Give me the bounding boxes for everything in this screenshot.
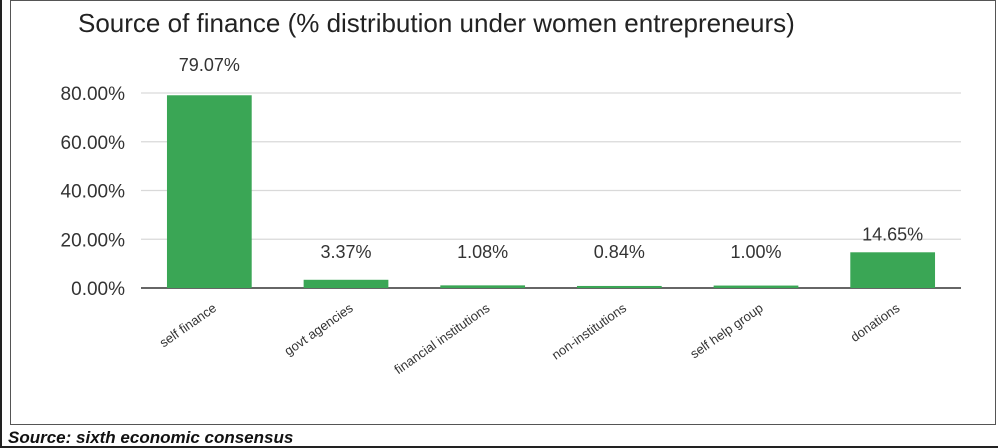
y-tick-label: 40.00% xyxy=(61,182,126,203)
bar xyxy=(576,285,662,288)
y-tick-label: 60.00% xyxy=(61,133,126,154)
x-tick-label: self finance xyxy=(157,300,219,350)
bar-chart: Source of finance (% distribution under … xyxy=(61,8,961,377)
data-label: 79.07% xyxy=(179,55,240,75)
data-label: 1.00% xyxy=(730,242,781,262)
y-tick-label: 20.00% xyxy=(61,230,126,251)
x-tick-label: govt agencies xyxy=(281,300,356,359)
bar xyxy=(440,285,526,288)
chart-container: Source of finance (% distribution under … xyxy=(10,0,996,425)
chart-title: Source of finance (% distribution under … xyxy=(78,8,795,38)
bar xyxy=(713,285,799,288)
source-note: Source: sixth economic consensus xyxy=(8,428,294,447)
bar xyxy=(850,252,936,288)
bar xyxy=(166,95,252,288)
y-tick-label: 80.00% xyxy=(61,84,126,105)
y-tick-label: 0.00% xyxy=(71,279,125,300)
data-label: 14.65% xyxy=(862,224,923,244)
x-tick-label: financial institutions xyxy=(391,300,492,377)
x-tick-label: self help group xyxy=(687,300,765,361)
data-label: 1.08% xyxy=(457,242,508,262)
x-tick-label: non-institutions xyxy=(549,300,630,363)
data-label: 3.37% xyxy=(320,242,371,262)
data-label: 0.84% xyxy=(594,242,645,262)
bar xyxy=(303,279,389,288)
x-tick-label: donations xyxy=(848,300,903,345)
